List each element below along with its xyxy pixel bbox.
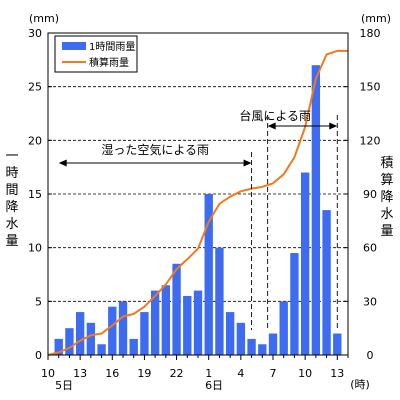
typhoon-arrow-head-right [329,122,338,130]
x-tick-label: 13 [73,367,87,380]
left-axis-char: 水 [5,217,18,232]
hourly-rain-bar [108,306,117,355]
right-axis-char: 算 [380,173,393,188]
hourly-rain-bar [268,333,278,355]
hourly-rain-bar [236,322,246,355]
right-tick-label: 150 [360,81,381,94]
left-tick-label: 30 [28,27,42,40]
typhoon-annotation-label: 台風による雨 [239,108,311,123]
x-tick-label: 19 [137,367,151,380]
left-axis-char: 量 [5,234,18,249]
x-tick-label: 13 [330,367,344,380]
hourly-rain-bar [247,338,256,355]
line-layer [47,49,348,356]
legend-bar-swatch [62,42,86,50]
hourly-rain-bar [183,295,192,355]
day-label: 6日 [205,379,223,392]
left-axis-char: 降 [5,200,18,215]
bar-layer [54,65,342,355]
hourly-rain-bar [193,290,203,355]
day-label: 5日 [55,379,73,392]
annotation-layer: 湿った空気による雨 台風による雨 [58,108,338,330]
hourly-rain-bar [75,312,85,355]
left-axis-char: 時 [5,166,18,181]
left-tick-label: 25 [28,81,42,94]
hourly-rain-bar [65,328,74,355]
right-axis-char: 水 [380,207,393,222]
hourly-rain-bar [322,210,331,355]
right-axis-char: 降 [380,190,393,205]
hourly-rain-bar [129,338,138,355]
right-axis-label: 積 算 降 水 量 [380,156,393,239]
right-tick-label: 0 [367,349,374,362]
right-tick-label: 180 [360,27,381,40]
humid-air-annotation-label: 湿った空気による雨 [101,142,209,157]
left-axis-label: 一 時 間 降 水 量 [5,149,18,249]
right-tick-label: 30 [363,295,377,308]
left-axis-char: 間 [5,183,18,198]
x-unit-label: (時) [350,378,370,391]
hourly-rain-bar [118,301,128,355]
left-tick-label: 5 [35,295,42,308]
hourly-rain-bar [150,290,160,355]
hourly-rain-bar [225,312,235,355]
hourly-rain-bar [215,247,224,355]
x-tick-label: 22 [170,367,184,380]
right-unit-label: (mm) [361,12,391,25]
hourly-rain-bar [97,344,106,355]
axis-layer: 0 5 10 15 20 25 30 0 30 60 90 120 150 180 10 13 16 19 22 1 4… [28,27,381,392]
hourly-rain-bar [54,338,63,355]
left-tick-label: 0 [35,349,42,362]
hourly-rain-bar [300,172,310,355]
hourly-rain-bar [279,301,288,355]
humid-air-arrow-head-right [243,159,252,167]
right-axis-char: 積 [380,156,393,171]
x-tick-label: 10 [41,367,55,380]
legend-line-label: 積算雨量 [89,56,129,69]
x-tick-label: 4 [237,367,244,380]
hourly-rain-bar [258,344,267,355]
right-tick-label: 120 [360,134,381,147]
right-axis-char: 量 [380,224,393,239]
right-tick-label: 60 [363,242,377,255]
left-unit-label: (mm) [29,12,59,25]
left-axis-char: 一 [5,149,18,164]
right-tick-label: 90 [363,188,377,201]
x-tick-label: 7 [270,367,277,380]
hourly-rain-bar [140,312,149,355]
left-tick-label: 20 [28,134,42,147]
humid-air-arrow-head-left [58,159,67,167]
left-tick-label: 10 [28,242,42,255]
hourly-rain-bar [333,333,342,355]
hourly-rain-bar [172,263,181,355]
left-tick-label: 15 [28,188,42,201]
hourly-rain-bar [290,253,299,355]
x-tick-label: 1 [205,367,212,380]
hourly-rain-bar [86,322,96,355]
hourly-rain-bar [311,65,321,355]
hourly-rain-bar [204,194,213,355]
typhoon-arrow-head-left [267,122,276,130]
hourly-rain-bar [161,285,171,355]
x-tick-label: 16 [105,367,119,380]
legend: 1時間雨量 積算雨量 [54,35,138,73]
cumulative-rain-line [47,49,348,356]
x-tick-label: 10 [298,367,312,380]
legend-bar-label: 1時間雨量 [89,41,135,53]
